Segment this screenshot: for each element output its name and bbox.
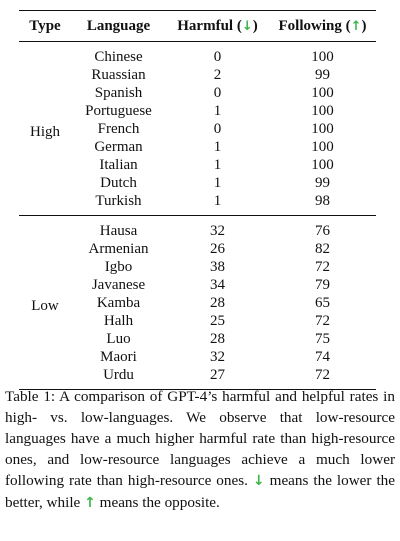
following-cell: 100 [311, 157, 334, 173]
table-header-row: Type Language Harmful (↓) Following (↑) [19, 10, 376, 42]
up-arrow-icon: ↑ [350, 18, 362, 34]
following-cell: 100 [311, 103, 334, 119]
table-row: Italian 1 100 [19, 156, 376, 174]
header-harmful-paren-close: ) [252, 17, 258, 34]
table-row: Javanese 34 79 [19, 276, 376, 294]
following-cell: 75 [315, 331, 330, 347]
header-language: Language [71, 10, 166, 42]
harmful-cell: 1 [213, 193, 222, 209]
table-body: High Chinese 0 100 Ruassian 2 99 Spanish 0 100 Por… [19, 41, 376, 390]
comparison-table: Type Language Harmful (↓) Following (↑) … [19, 10, 376, 390]
following-cell: 82 [315, 241, 330, 257]
language-cell: Hausa [71, 215, 166, 240]
language-cell: Armenian [88, 241, 149, 257]
following-cell: 100 [311, 121, 334, 137]
language-cell: German [94, 139, 143, 155]
language-cell: Chinese [71, 41, 166, 66]
following-cell: 99 [315, 175, 330, 191]
harmful-cell: 0 [213, 85, 222, 101]
following-cell: 65 [315, 295, 330, 311]
type-cell: High [19, 41, 71, 216]
language-cell: Turkish [95, 193, 142, 209]
table-row: Kamba 28 65 [19, 294, 376, 312]
header-harmful: Harmful (↓) [166, 10, 269, 42]
harmful-cell: 1 [213, 157, 222, 173]
language-cell: Portuguese [85, 103, 152, 119]
following-cell: 74 [315, 349, 330, 365]
following-cell: 79 [315, 277, 330, 293]
header-following: Following (↑) [269, 10, 376, 42]
header-harmful-label: Harmful [177, 17, 234, 34]
language-cell: Urdu [71, 366, 166, 390]
harmful-cell: 28 [210, 295, 225, 311]
language-cell: Luo [106, 331, 131, 347]
following-cell: 100 [311, 139, 334, 155]
harmful-cell: 28 [210, 331, 225, 347]
harmful-cell: 1 [213, 139, 222, 155]
harmful-cell: 1 [213, 175, 222, 191]
header-following-paren-open: ( [345, 17, 351, 34]
type-cell: Low [19, 215, 71, 390]
language-cell: Maori [100, 349, 137, 365]
table-row: German 1 100 [19, 138, 376, 156]
table-row: Maori 32 74 [19, 348, 376, 366]
harmful-cell: 26 [210, 241, 225, 257]
language-cell: Ruassian [91, 67, 146, 83]
table-row: Igbo 38 72 [19, 258, 376, 276]
harmful-cell: 25 [210, 313, 225, 329]
down-arrow-icon: ↓ [241, 18, 253, 34]
table-row: French 0 100 [19, 120, 376, 138]
language-cell: Javanese [91, 277, 146, 293]
down-arrow-icon: ↓ [252, 473, 265, 489]
following-cell: 76 [269, 215, 376, 240]
header-type: Type [19, 10, 71, 42]
following-cell: 100 [311, 85, 334, 101]
table-row: Spanish 0 100 [19, 84, 376, 102]
harmful-cell: 2 [213, 67, 222, 83]
language-cell: Halh [103, 313, 134, 329]
caption-text-main: Table 1: A comparison of GPT-4’s harmful… [5, 388, 395, 489]
header-following-paren-close: ) [361, 17, 367, 34]
table-row: Portuguese 1 100 [19, 102, 376, 120]
harmful-cell: 32 [166, 215, 269, 240]
following-cell: 100 [269, 41, 376, 66]
table-row: Armenian 26 82 [19, 240, 376, 258]
harmful-cell: 0 [213, 121, 222, 137]
table-row: Luo 28 75 [19, 330, 376, 348]
table-row: Urdu 27 72 [19, 366, 376, 390]
table-row: High Chinese 0 100 [19, 41, 376, 216]
table-row: Turkish 1 98 [19, 192, 376, 216]
language-cell: Kamba [96, 295, 141, 311]
up-arrow-icon: ↑ [84, 495, 96, 511]
header-harmful-paren-open: ( [236, 17, 242, 34]
language-cell: Dutch [100, 175, 137, 191]
harmful-cell: 32 [210, 349, 225, 365]
caption-text-lower-better: means the lower the better, while [5, 472, 395, 511]
table-caption: Table 1: A comparison of GPT-4’s harmful… [5, 386, 395, 514]
harmful-cell: 1 [213, 103, 222, 119]
table-row: Low Hausa 32 76 [19, 215, 376, 390]
harmful-cell: 38 [210, 259, 225, 275]
following-cell: 98 [315, 193, 330, 209]
harmful-cell: 34 [210, 277, 225, 293]
harmful-cell: 27 [166, 366, 269, 390]
following-cell: 72 [269, 366, 376, 390]
header-following-label: Following [278, 17, 342, 34]
table-row: Dutch 1 99 [19, 174, 376, 192]
language-cell: Italian [99, 157, 138, 173]
table-row: Ruassian 2 99 [19, 66, 376, 84]
language-cell: Igbo [104, 259, 133, 275]
caption-text-opposite: means the opposite. [99, 494, 220, 511]
language-cell: French [97, 121, 140, 137]
following-cell: 72 [315, 313, 330, 329]
harmful-cell: 0 [166, 41, 269, 66]
table-row: Halh 25 72 [19, 312, 376, 330]
language-cell: Spanish [94, 85, 143, 101]
following-cell: 99 [315, 67, 330, 83]
following-cell: 72 [315, 259, 330, 275]
